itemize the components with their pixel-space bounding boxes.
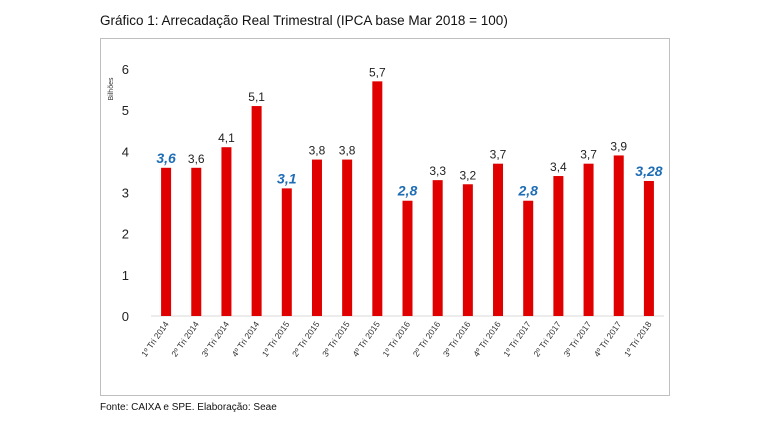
bar [432, 180, 443, 316]
data-label: 2,8 [517, 183, 538, 199]
chart-frame: Bilhões 0 1 2 3 4 5 6 3,6 1º Tri 2014 3,6 2º Tri 20… [100, 38, 670, 396]
x-tick-label: 4º Tri 2017 [592, 319, 624, 358]
y-tick-label: 6 [122, 62, 129, 77]
data-label: 3,1 [277, 170, 297, 186]
data-label: 3,3 [429, 164, 446, 178]
x-tick-label: 2º Tri 2016 [411, 319, 443, 358]
data-label: 3,8 [339, 144, 356, 158]
data-label: 3,4 [550, 160, 567, 174]
data-label: 3,6 [156, 150, 176, 166]
bar [523, 200, 534, 316]
data-label: 4,1 [218, 131, 235, 145]
data-label: 5,1 [248, 90, 265, 104]
data-label: 3,7 [580, 148, 597, 162]
bar [191, 167, 202, 316]
bar [221, 147, 232, 316]
data-label: 5,7 [369, 65, 386, 79]
y-tick-label: 5 [122, 103, 129, 118]
x-tick-label: 2º Tri 2014 [169, 319, 201, 358]
x-tick-label: 2º Tri 2017 [531, 319, 563, 358]
bar [493, 163, 504, 316]
source-note: Fonte: CAIXA e SPE. Elaboração: Seae [100, 402, 277, 413]
chart-title: Gráfico 1: Arrecadação Real Trimestral (… [100, 13, 508, 28]
data-label: 3,7 [490, 148, 507, 162]
y-tick-label: 1 [122, 268, 129, 283]
bar [553, 176, 564, 316]
bar [251, 106, 262, 316]
bar [643, 180, 654, 316]
bar [161, 167, 172, 316]
bar [311, 159, 322, 316]
bar [462, 184, 473, 316]
x-tick-label: 1º Tri 2017 [501, 319, 533, 358]
x-tick-label: 4º Tri 2015 [350, 319, 382, 358]
x-tick-label: 1º Tri 2015 [260, 319, 292, 358]
y-axis-title: Bilhões [108, 77, 115, 100]
data-label: 3,9 [610, 139, 627, 153]
bar [372, 81, 383, 316]
y-tick-label: 4 [122, 144, 129, 159]
data-label: 2,8 [397, 183, 418, 199]
x-tick-label: 3º Tri 2016 [441, 319, 473, 358]
data-label: 3,28 [635, 163, 662, 179]
bar [613, 155, 624, 316]
bar [583, 163, 594, 316]
bar [342, 159, 353, 316]
y-tick-label: 2 [122, 227, 129, 242]
x-tick-label: 1º Tri 2016 [380, 319, 412, 358]
data-label: 3,6 [188, 152, 205, 166]
x-tick-label: 2º Tri 2015 [290, 319, 322, 358]
x-tick-label: 4º Tri 2014 [230, 319, 262, 358]
data-label: 3,2 [460, 168, 477, 182]
x-tick-label: 3º Tri 2014 [199, 319, 231, 358]
y-tick-label: 3 [122, 186, 129, 201]
bar [281, 188, 292, 316]
x-tick-label: 3º Tri 2015 [320, 319, 352, 358]
x-tick-label: 1º Tri 2014 [139, 319, 171, 358]
x-tick-label: 3º Tri 2017 [562, 319, 594, 358]
data-label: 3,8 [309, 144, 326, 158]
x-tick-label: 4º Tri 2016 [471, 319, 503, 358]
bar [402, 200, 413, 316]
x-tick-label: 1º Tri 2018 [622, 319, 654, 358]
y-tick-label: 0 [122, 309, 129, 324]
bar-chart: Bilhões 0 1 2 3 4 5 6 3,6 1º Tri 2014 3,6 2º Tri 20… [108, 62, 664, 359]
